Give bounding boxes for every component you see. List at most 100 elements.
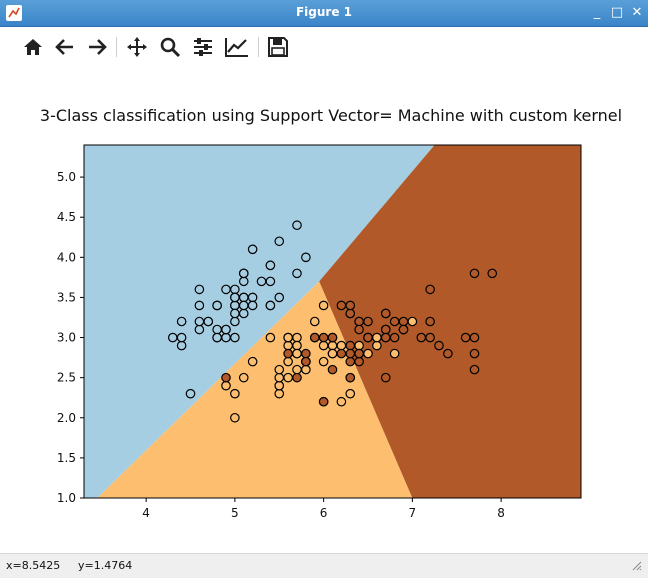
scatter-point bbox=[354, 356, 364, 367]
scatter-point bbox=[336, 340, 347, 351]
scatter-point bbox=[292, 340, 302, 351]
scatter-point bbox=[327, 364, 338, 375]
back-icon[interactable] bbox=[52, 33, 78, 61]
scatter-point bbox=[354, 348, 364, 359]
scatter-point bbox=[212, 332, 222, 343]
window-titlebar[interactable]: Figure 1 _ □ ✕ bbox=[0, 0, 648, 27]
scatter-point bbox=[247, 300, 258, 311]
figure-canvas[interactable]: 3-Class classification using Support Vec… bbox=[0, 67, 648, 553]
scatter-point bbox=[230, 388, 240, 399]
scatter-point bbox=[212, 324, 222, 335]
zoom-icon[interactable] bbox=[157, 33, 183, 61]
scatter-point bbox=[345, 308, 356, 319]
scatter-point bbox=[230, 412, 240, 423]
scatter-point bbox=[221, 332, 231, 343]
scatter-point bbox=[274, 364, 285, 375]
scatter-point bbox=[194, 324, 205, 335]
scatter-point bbox=[345, 388, 356, 399]
y-tick-label: 4.0 bbox=[57, 250, 76, 264]
scatter-point bbox=[354, 316, 364, 327]
scatter-point bbox=[230, 308, 240, 319]
y-tick-label: 4.5 bbox=[57, 210, 76, 224]
scatter-point bbox=[327, 348, 338, 359]
x-tick-label: 7 bbox=[409, 506, 417, 520]
x-tick-label: 6 bbox=[320, 506, 328, 520]
scatter-point bbox=[230, 332, 240, 343]
scatter-point bbox=[274, 380, 285, 391]
scatter-point bbox=[469, 348, 480, 359]
scatter-point bbox=[221, 380, 231, 391]
x-tick-label: 8 bbox=[497, 506, 505, 520]
chart[interactable]: 3-Class classification using Support Vec… bbox=[0, 67, 648, 553]
scatter-point bbox=[247, 244, 258, 255]
scatter-point bbox=[292, 372, 302, 383]
scatter-point bbox=[301, 356, 311, 367]
scatter-point bbox=[389, 348, 400, 359]
scatter-point bbox=[230, 300, 240, 311]
scatter-point bbox=[238, 268, 249, 279]
scatter-point bbox=[407, 316, 418, 327]
scatter-point bbox=[380, 324, 391, 335]
save-icon[interactable] bbox=[265, 33, 291, 61]
scatter-point bbox=[398, 324, 409, 335]
configure-subplots-icon[interactable] bbox=[190, 33, 216, 61]
scatter-point bbox=[354, 324, 364, 335]
scatter-point bbox=[274, 236, 285, 247]
scatter-point bbox=[283, 348, 293, 359]
scatter-point bbox=[327, 332, 338, 343]
scatter-point bbox=[167, 332, 178, 343]
y-tick-label: 5.0 bbox=[57, 170, 76, 184]
axes-frame bbox=[83, 144, 582, 499]
home-icon[interactable] bbox=[20, 33, 46, 61]
y-tick-label: 1.0 bbox=[57, 491, 76, 505]
scatter-point bbox=[221, 324, 231, 335]
pan-icon[interactable] bbox=[124, 33, 150, 61]
scatter-point bbox=[283, 332, 293, 343]
cursor-x-readout: x=8.5425 bbox=[6, 559, 61, 572]
scatter-point bbox=[363, 332, 373, 343]
resize-grip-icon[interactable] bbox=[632, 561, 642, 571]
scatter-point bbox=[345, 348, 356, 359]
scatter-point bbox=[194, 300, 205, 311]
close-button[interactable]: ✕ bbox=[631, 5, 643, 20]
scatter-point bbox=[389, 316, 400, 327]
scatter-point bbox=[238, 292, 249, 303]
scatter-point bbox=[176, 340, 187, 351]
scatter-point bbox=[336, 300, 347, 311]
toolbar-separator bbox=[116, 37, 117, 57]
y-tick-label: 2.0 bbox=[57, 411, 76, 425]
scatter-point bbox=[283, 356, 293, 367]
scatter-point bbox=[221, 372, 231, 383]
scatter-point bbox=[434, 340, 444, 351]
scatter-point bbox=[469, 268, 480, 279]
scatter-point bbox=[238, 276, 249, 287]
scatter-point bbox=[336, 348, 347, 359]
forward-icon[interactable] bbox=[84, 33, 110, 61]
maximize-button[interactable]: □ bbox=[610, 5, 624, 20]
scatter-point bbox=[309, 332, 320, 343]
scatter-point bbox=[274, 372, 285, 383]
scatter-point bbox=[318, 332, 329, 343]
scatter-point bbox=[416, 332, 427, 343]
scatter-point bbox=[274, 292, 285, 303]
chart-title: 3-Class classification using Support Vec… bbox=[40, 106, 622, 125]
scatter-point bbox=[309, 316, 320, 327]
scatter-point bbox=[469, 364, 480, 375]
scatter-point bbox=[363, 348, 373, 359]
region-class-2 bbox=[319, 145, 581, 498]
scatter-point bbox=[345, 372, 356, 383]
scatter-point bbox=[247, 356, 258, 367]
edit-axis-icon[interactable] bbox=[224, 33, 250, 61]
minimize-button[interactable]: _ bbox=[593, 5, 601, 20]
app-icon bbox=[6, 5, 22, 21]
x-tick-label: 4 bbox=[142, 506, 150, 520]
axis-ticks: 4 5 6 7 8 1.0 1.5 2.0 2.5 3.0 3.5 4.0 4.5 5.0 bbox=[57, 170, 505, 520]
scatter-point bbox=[292, 268, 302, 279]
scatter-point bbox=[345, 300, 356, 311]
y-tick-label: 2.5 bbox=[57, 371, 76, 385]
scatter-point bbox=[460, 332, 471, 343]
scatter-point bbox=[336, 396, 347, 407]
scatter-point bbox=[389, 332, 400, 343]
scatter-point bbox=[247, 292, 258, 303]
scatter-point bbox=[301, 364, 311, 375]
